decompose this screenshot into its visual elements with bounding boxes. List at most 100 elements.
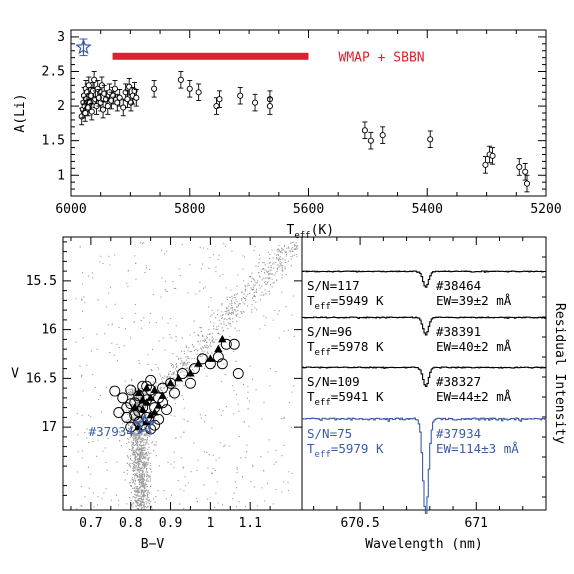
field-star: [200, 268, 202, 270]
field-star: [135, 465, 137, 467]
field-star: [139, 486, 141, 488]
field-star: [134, 434, 136, 436]
y-tick-label: 17: [41, 420, 57, 435]
field-star: [213, 341, 215, 343]
field-star: [131, 396, 133, 398]
field-star: [281, 248, 283, 250]
field-star: [119, 440, 121, 442]
field-star: [176, 370, 178, 372]
field-star: [167, 512, 168, 513]
field-star: [147, 491, 149, 493]
field-star: [275, 272, 277, 274]
field-star: [139, 424, 141, 426]
field-star: [236, 306, 238, 308]
field-star: [180, 436, 182, 438]
field-star: [242, 383, 244, 385]
field-star: [189, 376, 191, 378]
field-star: [132, 481, 134, 483]
field-star: [251, 280, 253, 282]
field-star: [105, 386, 107, 388]
field-star: [220, 317, 222, 319]
field-star: [170, 337, 172, 339]
field-star: [281, 515, 282, 516]
field-star: [217, 332, 219, 334]
field-star: [92, 277, 94, 279]
field-star: [231, 312, 233, 314]
field-star: [279, 265, 281, 267]
field-star: [266, 482, 268, 484]
field-star: [140, 470, 142, 472]
field-star: [264, 289, 266, 291]
field-star: [162, 337, 164, 339]
field-star: [134, 483, 136, 485]
field-star: [140, 511, 141, 512]
field-star: [190, 366, 192, 368]
x-tick-label: 1.1: [238, 516, 261, 531]
field-star: [141, 445, 143, 447]
data-point: [237, 92, 244, 99]
field-star: [145, 521, 146, 522]
y-axis-title-right: Residual Intensity: [552, 303, 567, 444]
field-star: [130, 458, 132, 460]
field-star: [135, 278, 137, 280]
field-star: [146, 453, 148, 455]
field-star: [161, 277, 163, 279]
field-star: [139, 447, 141, 449]
field-star: [277, 251, 279, 253]
field-star: [131, 391, 133, 393]
field-star: [129, 463, 131, 465]
field-star: [130, 455, 132, 457]
field-star: [96, 455, 98, 457]
field-star: [126, 462, 128, 464]
field-star: [248, 425, 250, 427]
field-star: [140, 479, 142, 481]
field-star: [295, 242, 297, 244]
field-star: [146, 438, 148, 440]
field-star: [175, 325, 177, 327]
field-star: [137, 437, 139, 439]
field-star: [152, 348, 154, 350]
field-star: [144, 456, 146, 458]
spectrum-id-label: #37934: [436, 426, 481, 441]
field-star: [128, 463, 130, 465]
spectrum-id-label: #38464: [436, 278, 481, 293]
field-star: [281, 267, 283, 269]
field-star: [206, 337, 208, 339]
field-star: [196, 501, 198, 503]
field-star: [142, 494, 144, 496]
field-star: [140, 455, 142, 457]
field-star: [114, 254, 116, 256]
field-star: [276, 258, 278, 260]
field-star: [141, 491, 143, 493]
field-star: [273, 282, 275, 284]
field-star: [148, 476, 150, 478]
field-star: [173, 371, 175, 373]
field-star: [245, 298, 247, 300]
field-star: [144, 475, 146, 477]
field-star: [173, 365, 175, 367]
field-star: [183, 350, 185, 352]
field-star: [251, 304, 253, 306]
field-star: [139, 458, 141, 460]
field-star: [140, 498, 142, 500]
field-star: [136, 462, 138, 464]
field-star: [134, 514, 135, 515]
field-star: [133, 414, 135, 416]
field-star: [138, 488, 140, 490]
field-star: [249, 276, 251, 278]
field-star: [267, 281, 269, 283]
field-star: [145, 452, 147, 454]
field-star: [202, 355, 204, 357]
field-star: [132, 448, 134, 450]
field-star: [175, 386, 177, 388]
field-star: [143, 424, 145, 426]
field-star: [122, 423, 124, 425]
field-star: [140, 514, 141, 515]
field-star: [292, 255, 294, 257]
field-star: [133, 465, 135, 467]
field-star: [187, 382, 189, 384]
field-star: [278, 310, 280, 312]
field-star: [137, 418, 139, 420]
field-star: [209, 344, 211, 346]
